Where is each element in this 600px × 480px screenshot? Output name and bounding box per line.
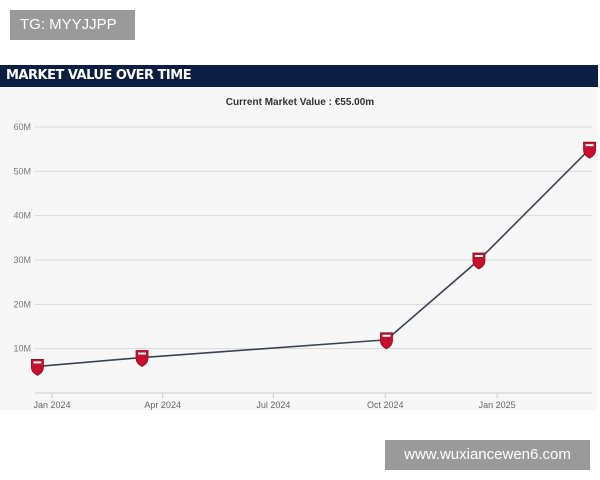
x-tick-label: Oct 2024 <box>367 400 404 410</box>
section-header: MARKET VALUE OVER TIME <box>0 65 598 87</box>
chart-panel <box>0 87 598 410</box>
x-tick-label: Jan 2024 <box>34 400 71 410</box>
data-point-crest-marker <box>583 141 596 159</box>
crest-marker-band <box>382 334 391 337</box>
crest-marker-band <box>585 144 594 147</box>
crest-marker-band <box>138 352 147 355</box>
y-tick-label: 30M <box>13 255 31 265</box>
chart-title: Current Market Value : €55.00m <box>225 97 375 108</box>
y-tick-label: 60M <box>13 122 31 132</box>
x-tick-label: Jan 2025 <box>479 400 516 410</box>
watermark-top-left: TG: MYYJJPP <box>10 10 135 40</box>
y-tick-label: 50M <box>13 166 31 176</box>
y-tick-label: 40M <box>13 211 31 221</box>
crest-marker-band <box>33 361 42 364</box>
x-tick-label: Jul 2024 <box>256 400 290 410</box>
y-tick-label: 20M <box>13 299 31 309</box>
series-line <box>37 148 591 368</box>
watermark-bottom-right: www.wuxiancewen6.com <box>385 440 590 470</box>
y-tick-label: 10M <box>13 344 31 354</box>
crest-marker-band <box>474 255 483 257</box>
x-tick-label: Apr 2024 <box>144 400 181 410</box>
